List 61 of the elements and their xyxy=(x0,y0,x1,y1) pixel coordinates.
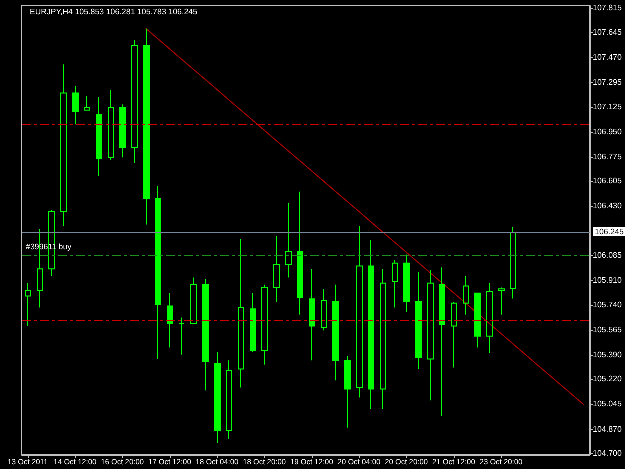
candlestick xyxy=(25,282,31,327)
y-tick-label: 107.815 xyxy=(593,4,622,13)
candlestick xyxy=(131,40,138,164)
y-tick-label: 105.740 xyxy=(593,300,622,310)
candlestick xyxy=(415,271,422,370)
candlestick xyxy=(344,356,351,428)
y-tick-label: 106.605 xyxy=(593,176,622,186)
candlestick xyxy=(108,90,114,161)
y-tick-label: 107.645 xyxy=(593,28,622,37)
candlestick xyxy=(427,270,434,402)
candlestick xyxy=(309,268,315,362)
candlestick xyxy=(190,277,197,324)
candlestick xyxy=(463,276,469,316)
candlestick xyxy=(474,292,481,348)
y-tick-label: 105.390 xyxy=(593,350,622,360)
candlestick xyxy=(321,288,327,332)
candlestick xyxy=(439,267,445,417)
candlestick xyxy=(451,301,457,368)
y-tick-label: 105.565 xyxy=(593,325,622,334)
candlestick xyxy=(250,292,256,353)
candlestick xyxy=(297,191,303,316)
candlestick xyxy=(510,226,516,300)
candlestick xyxy=(238,238,244,388)
candlestick xyxy=(273,236,280,302)
candlestick xyxy=(226,360,232,440)
ref-line-label: 106.245 xyxy=(595,227,624,236)
y-tick-label: 107.470 xyxy=(593,52,622,62)
candlestick xyxy=(155,186,161,360)
candlestick xyxy=(403,254,410,313)
y-tick-label: 104.870 xyxy=(593,424,622,434)
candlestick xyxy=(332,284,339,382)
line-series xyxy=(146,28,585,406)
candlestick xyxy=(392,260,398,308)
y-tick-label: 106.775 xyxy=(593,152,622,162)
y-tick-label: 106.085 xyxy=(593,251,622,260)
candlestick xyxy=(119,104,126,158)
candlestick xyxy=(285,202,292,278)
candlestick xyxy=(96,97,102,177)
candlestick xyxy=(72,86,79,126)
candlestick xyxy=(84,96,90,111)
candlestick xyxy=(202,278,209,392)
y-tick-label: 105.220 xyxy=(593,374,622,384)
candlestick xyxy=(60,64,67,227)
candlestick xyxy=(368,240,374,410)
candlestick xyxy=(498,287,505,316)
y-tick-label: 106.950 xyxy=(593,127,622,136)
candlestick xyxy=(261,284,268,366)
candlestick xyxy=(380,268,386,410)
candlestick xyxy=(214,352,221,444)
y-tick-label: 106.430 xyxy=(593,202,622,211)
candlestick xyxy=(356,226,363,398)
y-tick-label: 105.910 xyxy=(593,276,622,286)
candlestick xyxy=(179,317,185,356)
y-tick-label: 107.125 xyxy=(593,102,622,112)
candlestick xyxy=(143,28,150,226)
y-tick-label: 107.295 xyxy=(593,78,622,87)
candlestick xyxy=(486,282,493,354)
candlestick xyxy=(167,292,173,348)
y-tick-label: 105.045 xyxy=(593,400,622,409)
chart-title: EURJPY,H4 105.853 106.281 105.783 106.245 xyxy=(30,8,198,16)
y-tick-label: 104.700 xyxy=(593,449,622,458)
